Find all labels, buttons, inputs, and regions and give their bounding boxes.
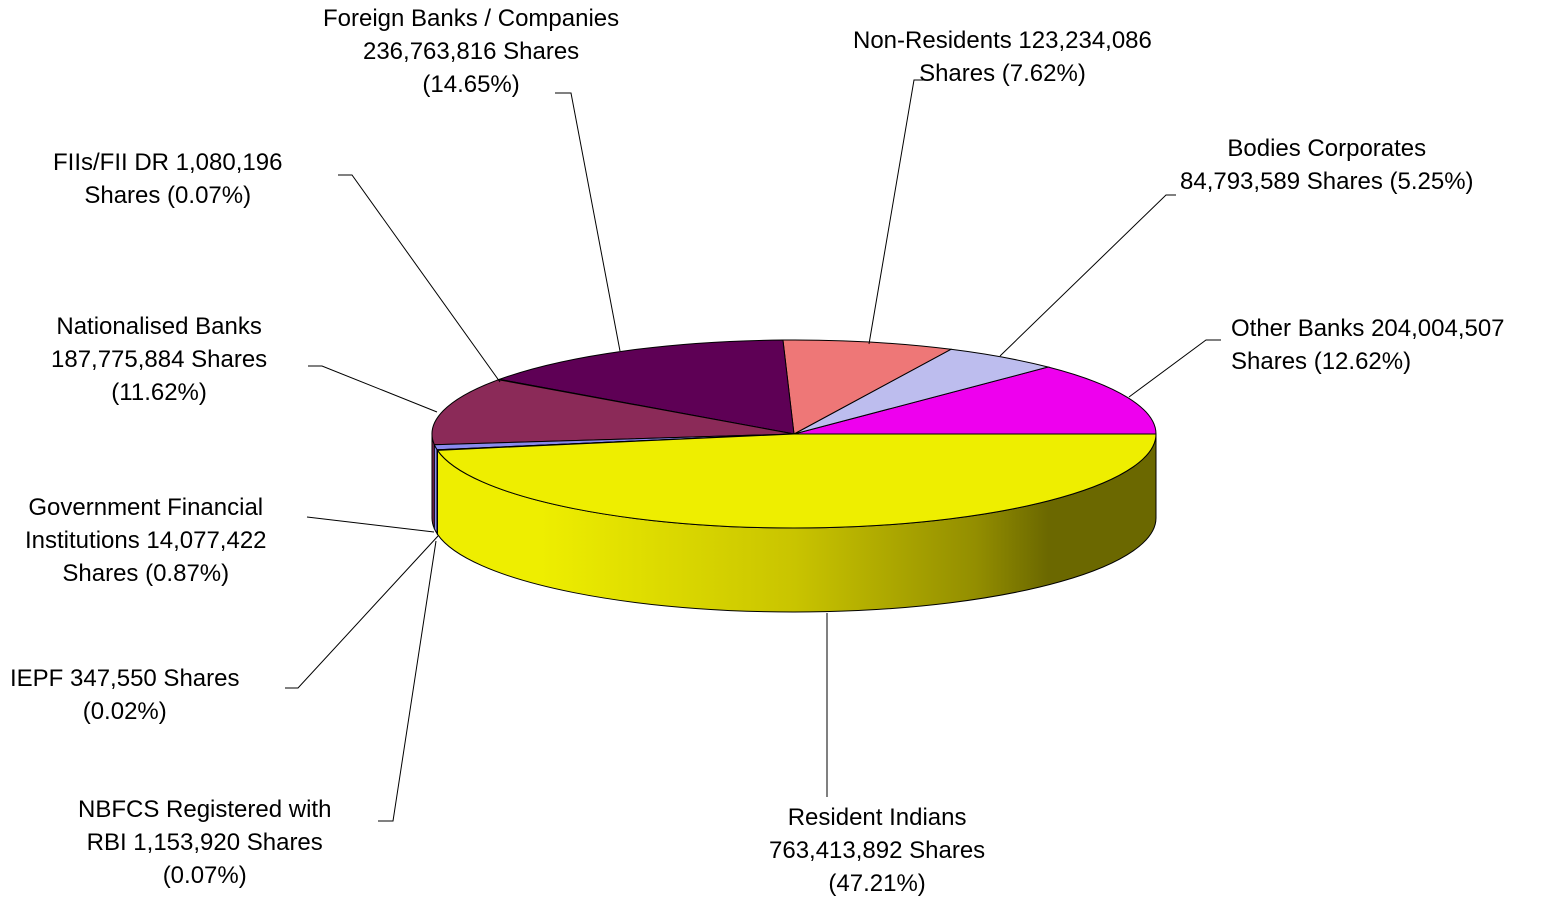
slice-label-line: Resident Indians [787, 804, 967, 831]
slice-label-3: Foreign Banks / Companies 236,763,816 Sha… [323, 2, 619, 101]
slice-label-line: Institutions 14,077,422 [25, 527, 267, 554]
slice-label-line: 84,793,589 Shares (5.25%) [1180, 168, 1474, 195]
slice-label-line: Non-Residents 123,234,086 [853, 27, 1152, 54]
leader-line-4 [338, 174, 501, 383]
leader-line-3 [555, 92, 621, 352]
slice-label-1: Bodies Corporates 84,793,589 Shares (5.25… [1180, 132, 1474, 198]
leader-line-8 [378, 540, 437, 822]
leader-line-2 [868, 79, 928, 345]
slice-label-line: (47.21%) [828, 870, 926, 897]
slice-label-0: Other Banks 204,004,507 Shares (12.62%) [1231, 312, 1505, 378]
slice-label-line: (0.07%) [162, 862, 247, 889]
leader-lines [285, 79, 1221, 822]
slice-label-5: Nationalised Banks 187,775,884 Shares (11.… [51, 310, 267, 409]
slice-label-4: FIIs/FII DR 1,080,196 Shares (0.07%) [53, 146, 282, 212]
slice-label-line: Shares (7.62%) [919, 60, 1086, 87]
slice-label-2: Non-Residents 123,234,086 Shares (7.62%) [853, 24, 1152, 90]
slice-label-line: Government Financial [28, 494, 264, 521]
slice-label-line: 236,763,816 Shares [362, 38, 580, 65]
slice-label-line: Bodies Corporates [1227, 135, 1427, 162]
leader-line-6 [306, 516, 435, 533]
pie-slice-3 [497, 339, 795, 435]
slice-label-line: NBFCS Registered with [78, 796, 332, 823]
slice-label-line: Foreign Banks / Companies [323, 5, 620, 32]
slice-label-line: Shares (0.07%) [84, 182, 252, 209]
leader-line-0 [1128, 339, 1221, 398]
slice-label-line: Shares (12.62%) [1231, 348, 1412, 375]
slice-label-6: Government Financial Institutions 14,077,… [25, 491, 267, 590]
slice-label-line: (0.02%) [82, 698, 167, 725]
slice-label-7: IEPF 347,550 Shares (0.02%) [10, 662, 239, 728]
slice-label-line: (14.65%) [422, 71, 520, 98]
slice-label-line: (11.62%) [111, 379, 207, 406]
pie-slice-0 [793, 366, 1157, 435]
leader-line-5 [308, 365, 438, 413]
pie-slice-9 [436, 433, 1157, 529]
slice-label-line: RBI 1,153,920 Shares [86, 829, 323, 856]
leader-line-7 [285, 535, 439, 689]
pie-top-faces [431, 339, 1157, 529]
slice-label-line: Shares (0.87%) [62, 560, 230, 587]
slice-label-line: 763,413,892 Shares [769, 837, 986, 864]
slice-label-8: NBFCS Registered with RBI 1,153,920 Share… [78, 793, 331, 892]
pie-slice-5 [431, 379, 795, 446]
slice-label-line: FIIs/FII DR 1,080,196 [53, 149, 283, 176]
slice-label-line: IEPF 347,550 Shares [10, 665, 240, 692]
slice-label-9: Resident Indians 763,413,892 Shares (47.21… [769, 801, 985, 900]
slice-label-line: Nationalised Banks [56, 313, 262, 340]
slice-label-line: Other Banks 204,004,507 [1231, 315, 1505, 342]
slice-label-line: 187,775,884 Shares [51, 346, 268, 373]
leader-line-1 [999, 194, 1176, 357]
